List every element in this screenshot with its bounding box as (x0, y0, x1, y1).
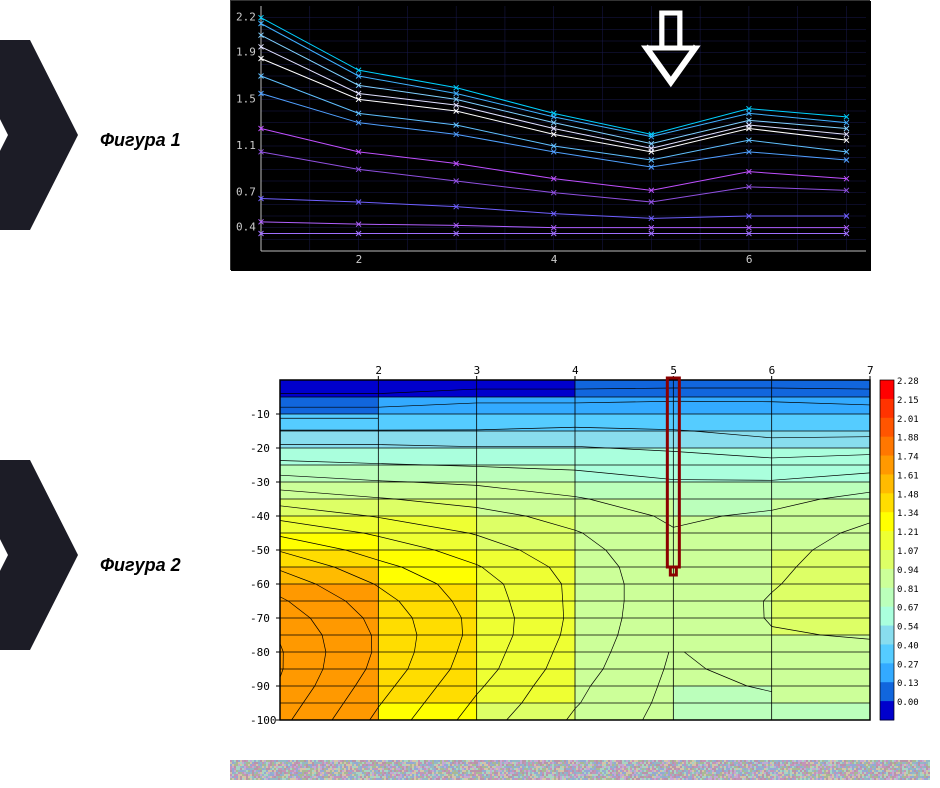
svg-text:-10: -10 (250, 408, 270, 421)
svg-text:2.28: 2.28 (897, 377, 919, 387)
svg-text:-60: -60 (250, 578, 270, 591)
svg-text:6: 6 (769, 364, 776, 377)
svg-text:1.9: 1.9 (236, 46, 256, 59)
svg-text:0.67: 0.67 (897, 604, 919, 614)
figure1-label: Фигура 1 (100, 130, 181, 151)
svg-text:1.48: 1.48 (897, 490, 919, 500)
svg-text:1.07: 1.07 (897, 547, 919, 557)
svg-text:2.01: 2.01 (897, 415, 919, 425)
chevron-marker-1 (0, 40, 80, 230)
svg-text:1.1: 1.1 (236, 139, 256, 152)
svg-text:1.74: 1.74 (897, 453, 919, 463)
svg-text:-20: -20 (250, 442, 270, 455)
svg-text:1.5: 1.5 (236, 92, 256, 105)
svg-text:7: 7 (867, 364, 874, 377)
svg-text:0.81: 0.81 (897, 585, 919, 595)
svg-text:0.4: 0.4 (236, 221, 256, 234)
svg-text:2.15: 2.15 (897, 396, 919, 406)
svg-text:0.27: 0.27 (897, 660, 919, 670)
chevron-marker-2 (0, 460, 80, 650)
noise-strip (230, 760, 930, 780)
line-chart: 0.4 0.7 1.1 1.5 1.9 2.2 2 4 6 (230, 0, 870, 270)
svg-text:-90: -90 (250, 680, 270, 693)
svg-text:2: 2 (356, 253, 363, 266)
svg-text:6: 6 (746, 253, 753, 266)
svg-text:4: 4 (551, 253, 558, 266)
svg-text:4: 4 (572, 364, 579, 377)
svg-text:1.61: 1.61 (897, 471, 919, 481)
heatmap-chart: 2 3 4 5 6 7 -10 -20 -30 -40 -50 -60 -70 -80 -90 -100 2.… (230, 360, 930, 730)
svg-text:0.7: 0.7 (236, 186, 256, 199)
svg-text:0.00: 0.00 (897, 698, 919, 708)
svg-text:2: 2 (375, 364, 382, 377)
figure2-label: Фигура 2 (100, 555, 181, 576)
svg-text:0.54: 0.54 (897, 623, 919, 633)
svg-text:-80: -80 (250, 646, 270, 659)
svg-text:2.2: 2.2 (236, 11, 256, 24)
svg-text:-40: -40 (250, 510, 270, 523)
svg-text:0.94: 0.94 (897, 566, 919, 576)
svg-text:5: 5 (670, 364, 677, 377)
svg-text:0.40: 0.40 (897, 641, 919, 651)
svg-text:-30: -30 (250, 476, 270, 489)
svg-text:3: 3 (474, 364, 481, 377)
svg-text:-50: -50 (250, 544, 270, 557)
svg-text:1.34: 1.34 (897, 509, 919, 519)
svg-text:1.88: 1.88 (897, 434, 919, 444)
svg-text:-70: -70 (250, 612, 270, 625)
svg-text:-100: -100 (250, 714, 277, 727)
svg-text:1.21: 1.21 (897, 528, 919, 538)
svg-text:0.13: 0.13 (897, 679, 919, 689)
